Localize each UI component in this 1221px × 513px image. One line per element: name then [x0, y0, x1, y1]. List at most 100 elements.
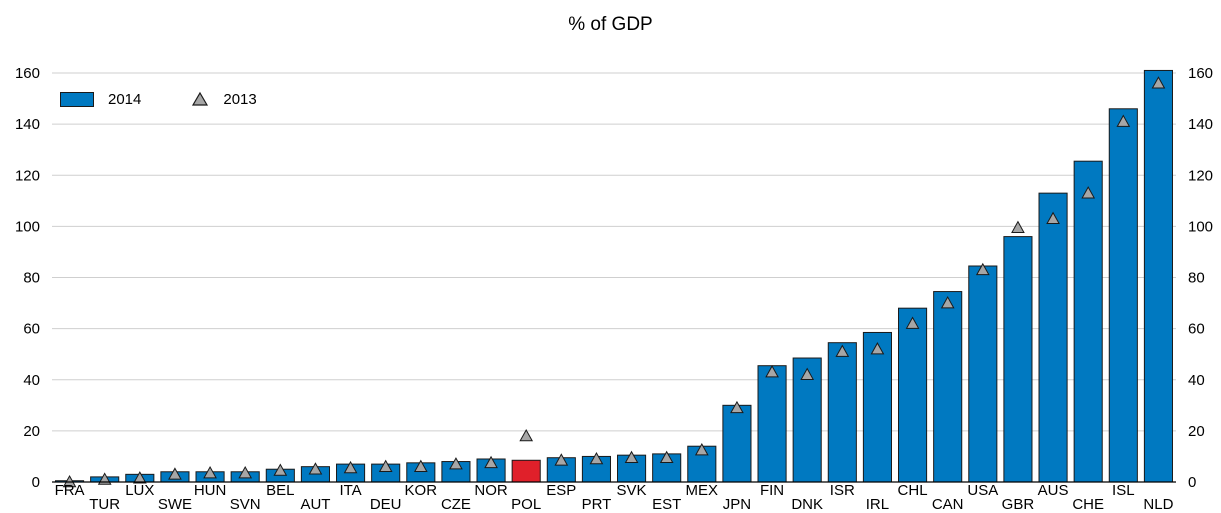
- y-tick-labels-right: 0 20 40 60 80 100 120 140 160: [1188, 65, 1213, 491]
- marker-esp: [554, 453, 569, 466]
- y-tick-label-right: 140: [1188, 116, 1213, 133]
- x-tick-label-isl: ISL: [1112, 482, 1135, 499]
- marker-isl: [1116, 114, 1131, 127]
- x-tick-label-hun: HUN: [194, 482, 227, 499]
- legend-item-2014: 2014: [60, 91, 141, 108]
- bar-can: [933, 291, 963, 483]
- marker-che: [1081, 186, 1096, 199]
- marker-kor: [413, 459, 428, 472]
- x-tick-label-mex: MEX: [686, 482, 719, 499]
- x-tick-label-esp: ESP: [546, 482, 576, 499]
- x-tick-labels: FRATURLUXSWEHUNSVNBELAUTITADEUKORCZENORP…: [55, 482, 1174, 513]
- marker-jpn: [730, 400, 744, 414]
- marker-prt: [589, 451, 604, 465]
- bar-gbr: [1003, 236, 1033, 483]
- x-tick-label-svn: SVN: [230, 496, 261, 513]
- x-tick-label-ita: ITA: [339, 482, 361, 499]
- x-tick-label-irl: IRL: [866, 496, 889, 513]
- x-tick-label-cze: CZE: [441, 496, 471, 513]
- y-tick-label-left: 160: [15, 65, 40, 82]
- marker-series-2013: [62, 76, 1166, 488]
- marker-gbr: [1011, 220, 1025, 233]
- marker-can: [940, 296, 955, 309]
- marker-deu: [378, 459, 393, 472]
- marker-swe: [168, 467, 182, 480]
- chart-title: % of GDP: [568, 14, 653, 35]
- marker-irl: [870, 342, 885, 355]
- marker-mex: [694, 443, 709, 456]
- marker-est: [659, 450, 674, 464]
- y-tick-label-left: 140: [15, 116, 40, 133]
- bar-nld: [1143, 69, 1173, 483]
- bar-pol: [511, 459, 541, 483]
- marker-usa: [975, 262, 990, 276]
- y-tick-label-left: 20: [23, 423, 40, 440]
- x-tick-label-nld: NLD: [1143, 496, 1173, 513]
- marker-svk: [624, 450, 639, 464]
- x-tick-label-swe: SWE: [158, 496, 192, 513]
- marker-aus: [1046, 211, 1060, 225]
- bar-che: [1073, 160, 1103, 483]
- x-tick-label-prt: PRT: [582, 496, 612, 513]
- x-tick-label-lux: LUX: [125, 482, 154, 499]
- x-tick-label-isr: ISR: [830, 482, 855, 499]
- x-tick-label-fra: FRA: [55, 482, 85, 499]
- x-tick-label-aut: AUT: [300, 496, 330, 513]
- legend-item-2013: 2013: [191, 90, 257, 108]
- marker-pol: [519, 428, 534, 442]
- marker-fin: [765, 365, 779, 378]
- marker-hun: [203, 466, 217, 479]
- y-tick-label-right: 100: [1188, 218, 1213, 235]
- x-tick-label-pol: POL: [511, 496, 541, 513]
- y-tick-label-right: 160: [1188, 65, 1213, 82]
- y-tick-label-left: 120: [15, 167, 40, 184]
- legend-swatch-bar: [60, 91, 94, 107]
- x-tick-label-dnk: DNK: [791, 496, 823, 513]
- bar-series-2014: [55, 69, 1173, 483]
- bar-aus: [1038, 192, 1068, 483]
- x-tick-label-est: EST: [652, 496, 681, 513]
- bar-fin: [757, 365, 787, 483]
- x-tick-label-fin: FIN: [760, 482, 784, 499]
- x-tick-label-svk: SVK: [617, 482, 647, 499]
- x-tick-label-can: CAN: [932, 496, 964, 513]
- marker-bel: [273, 463, 288, 476]
- y-tick-label-right: 40: [1188, 372, 1205, 389]
- y-tick-label-left: 80: [23, 270, 40, 287]
- y-tick-label-right: 20: [1188, 423, 1205, 440]
- x-tick-label-chl: CHL: [898, 482, 928, 499]
- x-tick-label-bel: BEL: [266, 482, 294, 499]
- marker-dnk: [800, 367, 815, 380]
- y-tick-label-right: 80: [1188, 270, 1205, 287]
- x-tick-label-che: CHE: [1072, 496, 1104, 513]
- marker-isr: [835, 344, 850, 357]
- bar-irl: [862, 331, 892, 483]
- bar-usa: [968, 265, 998, 483]
- y-tick-label-right: 60: [1188, 321, 1205, 338]
- y-tick-labels-left: 0 20 40 60 80 100 120 140 160: [15, 65, 40, 491]
- x-tick-label-aus: AUS: [1038, 482, 1069, 499]
- legend-swatch-triangle: [192, 91, 209, 106]
- marker-ita: [343, 460, 358, 474]
- y-tick-label-left: 100: [15, 218, 40, 235]
- x-tick-label-deu: DEU: [370, 496, 402, 513]
- marker-nld: [1151, 76, 1166, 89]
- marker-chl: [905, 316, 920, 329]
- legend: 2014 2013: [60, 89, 307, 109]
- x-tick-label-tur: TUR: [89, 496, 120, 513]
- x-tick-label-nor: NOR: [474, 482, 508, 499]
- y-tick-label-right: 120: [1188, 167, 1213, 184]
- marker-svn: [238, 466, 253, 479]
- marker-nor: [484, 455, 498, 469]
- x-tick-label-usa: USA: [967, 482, 998, 499]
- y-tick-label-right: 0: [1188, 474, 1196, 491]
- legend-label-2013: 2013: [223, 90, 257, 108]
- marker-aut: [308, 462, 323, 475]
- x-tick-label-gbr: GBR: [1002, 496, 1035, 513]
- y-tick-label-left: 60: [23, 321, 40, 338]
- marker-cze: [449, 457, 463, 470]
- bar-isl: [1108, 108, 1138, 483]
- x-tick-label-jpn: JPN: [723, 496, 751, 513]
- y-tick-label-left: 0: [32, 474, 40, 491]
